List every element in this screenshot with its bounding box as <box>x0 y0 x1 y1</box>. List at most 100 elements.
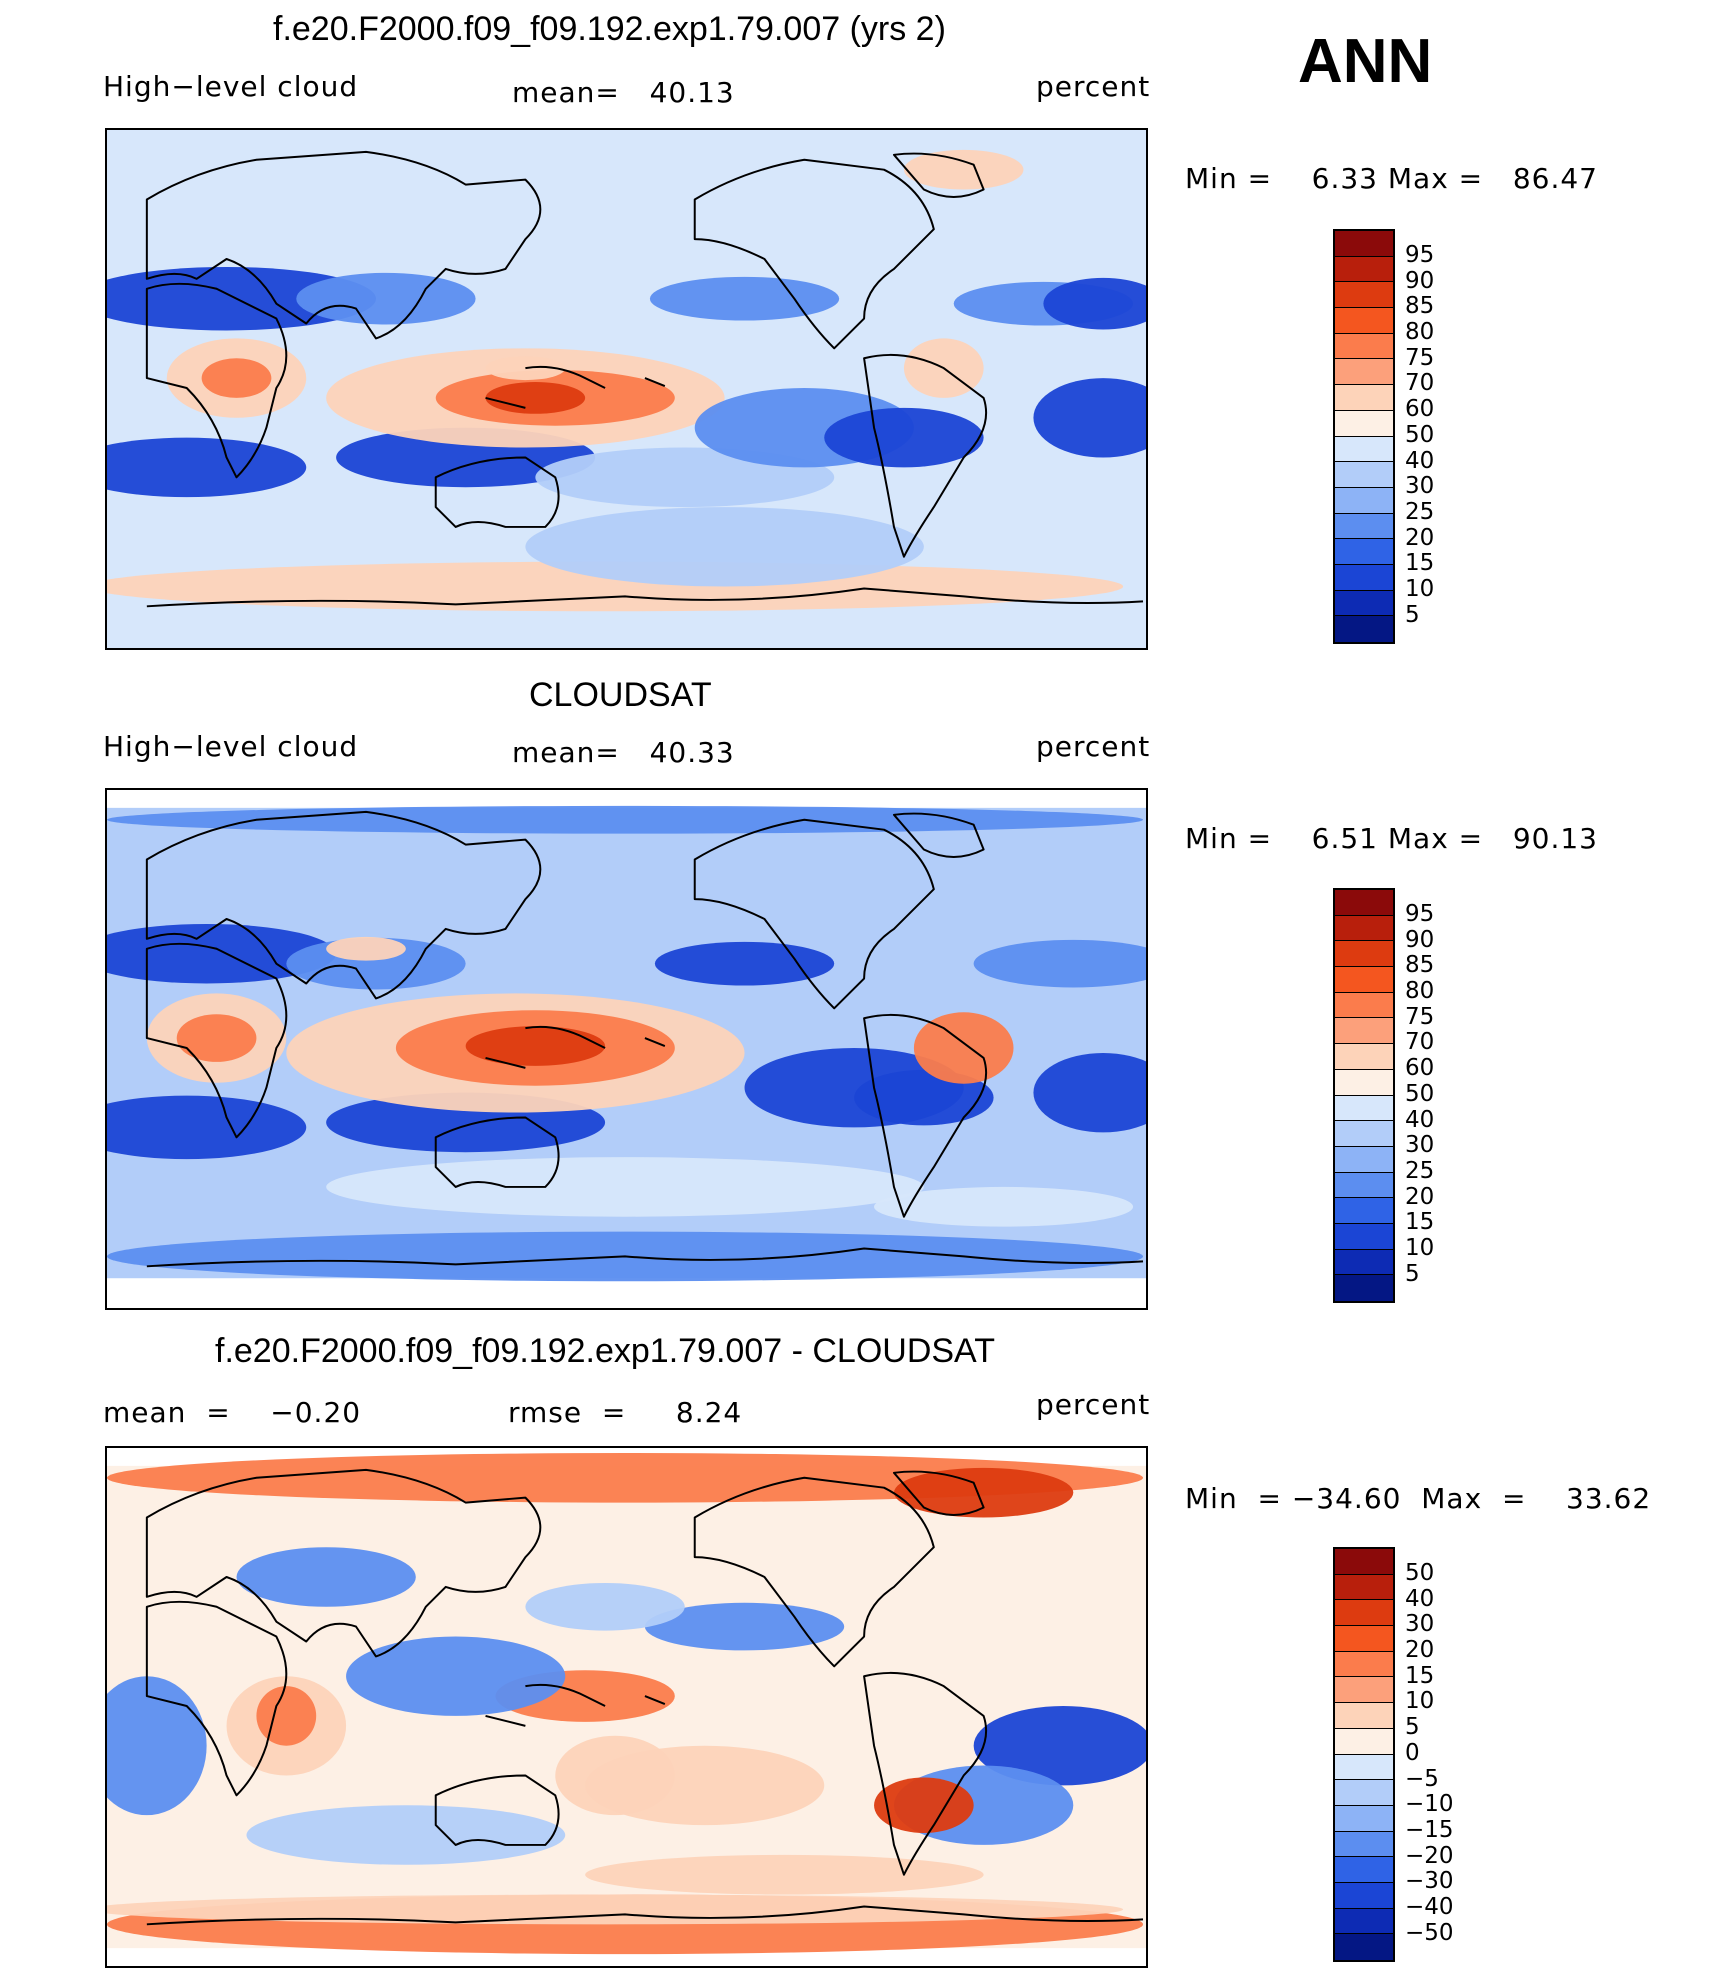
field-contour <box>107 1452 1144 1503</box>
colorbar-tick-label: 40 <box>1405 1585 1435 1612</box>
colorbar-tick-label: 75 <box>1405 1003 1435 1030</box>
colorbar-swatch <box>1335 1882 1393 1909</box>
colorbar-swatch <box>1335 1574 1393 1601</box>
colorbar-swatch <box>1335 231 1393 257</box>
panel-1-map <box>105 128 1148 650</box>
colorbar-swatch <box>1335 1069 1393 1096</box>
field-contour <box>346 1636 566 1716</box>
colorbar-swatch <box>1335 967 1393 993</box>
field-contour <box>1043 277 1146 330</box>
colorbar-tick-label: 15 <box>1405 1662 1435 1689</box>
field-contour <box>874 1186 1134 1227</box>
panel-2-colorbar <box>1333 888 1395 1304</box>
field-contour <box>326 936 406 961</box>
field-contour <box>256 1686 317 1746</box>
colorbar-swatch <box>1335 256 1393 283</box>
colorbar-tick-label: 25 <box>1405 1157 1435 1184</box>
colorbar-tick-label: 0 <box>1405 1739 1420 1766</box>
colorbar-tick-label: −10 <box>1405 1791 1454 1818</box>
panel-1-title: f.e20.F2000.f09_f09.192.exp1.79.007 (yrs… <box>273 10 946 48</box>
colorbar-tick-label: −20 <box>1405 1842 1454 1869</box>
colorbar-swatch <box>1335 1172 1393 1199</box>
colorbar-swatch <box>1335 539 1393 565</box>
colorbar-swatch <box>1335 1018 1393 1045</box>
field-contour <box>246 1805 566 1865</box>
colorbar-tick-label: 20 <box>1405 1637 1435 1664</box>
colorbar-swatch <box>1335 308 1393 334</box>
colorbar-swatch <box>1335 616 1393 642</box>
coastlines <box>145 810 1144 1268</box>
colorbar-swatch <box>1335 1703 1393 1729</box>
colorbar-tick-label: 70 <box>1405 370 1435 397</box>
panel-3-rmse-label: rmse = 8.24 <box>508 1396 743 1429</box>
colorbar-tick-label: 20 <box>1405 524 1435 551</box>
map-field <box>107 1452 1146 1955</box>
panel-3-map <box>105 1446 1148 1968</box>
colorbar-tick-label: 95 <box>1405 242 1435 268</box>
colorbar-tick-label: 50 <box>1405 1080 1435 1107</box>
colorbar-tick-label: −30 <box>1405 1868 1454 1895</box>
colorbar-tick-label: 10 <box>1405 575 1435 602</box>
field-contour <box>107 266 376 331</box>
panel-2-variable-label: High−level cloud <box>103 730 359 763</box>
colorbar-tick-label: −50 <box>1405 1919 1454 1946</box>
colorbar-swatch <box>1335 359 1393 386</box>
colorbar-swatch <box>1335 1754 1393 1781</box>
colorbar-tick-label: 10 <box>1405 1688 1435 1715</box>
colorbar-swatch <box>1335 1626 1393 1652</box>
colorbar-swatch <box>1335 890 1393 916</box>
field-contour <box>585 1745 825 1826</box>
colorbar-tick-label: 5 <box>1405 1714 1420 1741</box>
season-label: ANN <box>1298 27 1433 96</box>
colorbar-swatch <box>1335 1934 1393 1960</box>
panel-1-colorbar <box>1333 229 1395 645</box>
colorbar-swatch <box>1335 1095 1393 1122</box>
colorbar-swatch <box>1335 1275 1393 1301</box>
panel-1-minmax: Min = 6.33 Max = 86.47 <box>1185 162 1598 195</box>
panel-3-colorbar <box>1333 1547 1395 1963</box>
colorbar-tick-label: 30 <box>1405 1132 1435 1159</box>
field-contour <box>525 1582 685 1631</box>
map-field <box>107 130 1146 648</box>
field-contour <box>654 941 835 986</box>
colorbar-tick-label: 30 <box>1405 473 1435 500</box>
colorbar-tick-label: 15 <box>1405 1209 1435 1236</box>
colorbar-swatch <box>1335 513 1393 540</box>
field-contour <box>107 923 337 984</box>
colorbar-swatch <box>1335 1831 1393 1858</box>
field-contour <box>236 1547 416 1607</box>
colorbar-swatch <box>1335 590 1393 617</box>
panel-1-colorbar-labels: 95 90 85 80 75 70 60 50 40 30 25 20 15 10 5 <box>1405 242 1435 628</box>
colorbar-swatch <box>1335 1121 1393 1147</box>
field-contour <box>824 407 984 468</box>
colorbar-tick-label: −40 <box>1405 1893 1454 1920</box>
colorbar-tick-label: −5 <box>1405 1765 1439 1792</box>
colorbar-swatch <box>1335 1805 1393 1832</box>
panel-3-title: f.e20.F2000.f09_f09.192.exp1.79.007 - CL… <box>215 1332 995 1370</box>
colorbar-swatch <box>1335 1198 1393 1224</box>
colorbar-tick-label: 10 <box>1405 1234 1435 1261</box>
panel-2-title: CLOUDSAT <box>529 676 712 714</box>
colorbar-swatch <box>1335 941 1393 968</box>
colorbar-tick-label: 60 <box>1405 396 1435 423</box>
colorbar-tick-label: 50 <box>1405 1560 1435 1586</box>
field-contour <box>107 1894 1123 1925</box>
colorbar-tick-label: −15 <box>1405 1816 1454 1843</box>
panel-1-mean-label: mean= 40.13 <box>512 76 735 109</box>
field-contour <box>1033 1052 1146 1133</box>
colorbar-tick-label: 80 <box>1405 978 1435 1005</box>
field-contour <box>326 1157 924 1217</box>
field-contour <box>107 1676 207 1816</box>
colorbar-tick-label: 90 <box>1405 926 1435 953</box>
colorbar-tick-label: 5 <box>1405 1260 1420 1287</box>
colorbar-swatch <box>1335 564 1393 591</box>
field-contour <box>485 382 586 414</box>
colorbar-swatch <box>1335 1600 1393 1627</box>
colorbar-swatch <box>1335 1223 1393 1250</box>
colorbar-tick-label: 60 <box>1405 1055 1435 1082</box>
colorbar-tick-label: 70 <box>1405 1029 1435 1056</box>
colorbar-tick-label: 40 <box>1405 1106 1435 1133</box>
field-contour <box>525 507 924 587</box>
map-field <box>107 805 1146 1282</box>
colorbar-swatch <box>1335 462 1393 488</box>
